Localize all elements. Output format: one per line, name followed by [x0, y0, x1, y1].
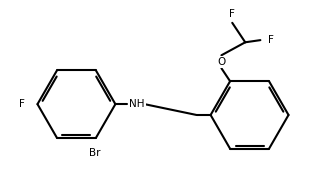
Text: F: F — [268, 35, 274, 45]
Text: NH: NH — [129, 99, 145, 109]
Text: Br: Br — [89, 148, 101, 158]
Text: F: F — [20, 99, 25, 109]
Text: O: O — [217, 57, 226, 67]
Text: F: F — [229, 9, 235, 19]
